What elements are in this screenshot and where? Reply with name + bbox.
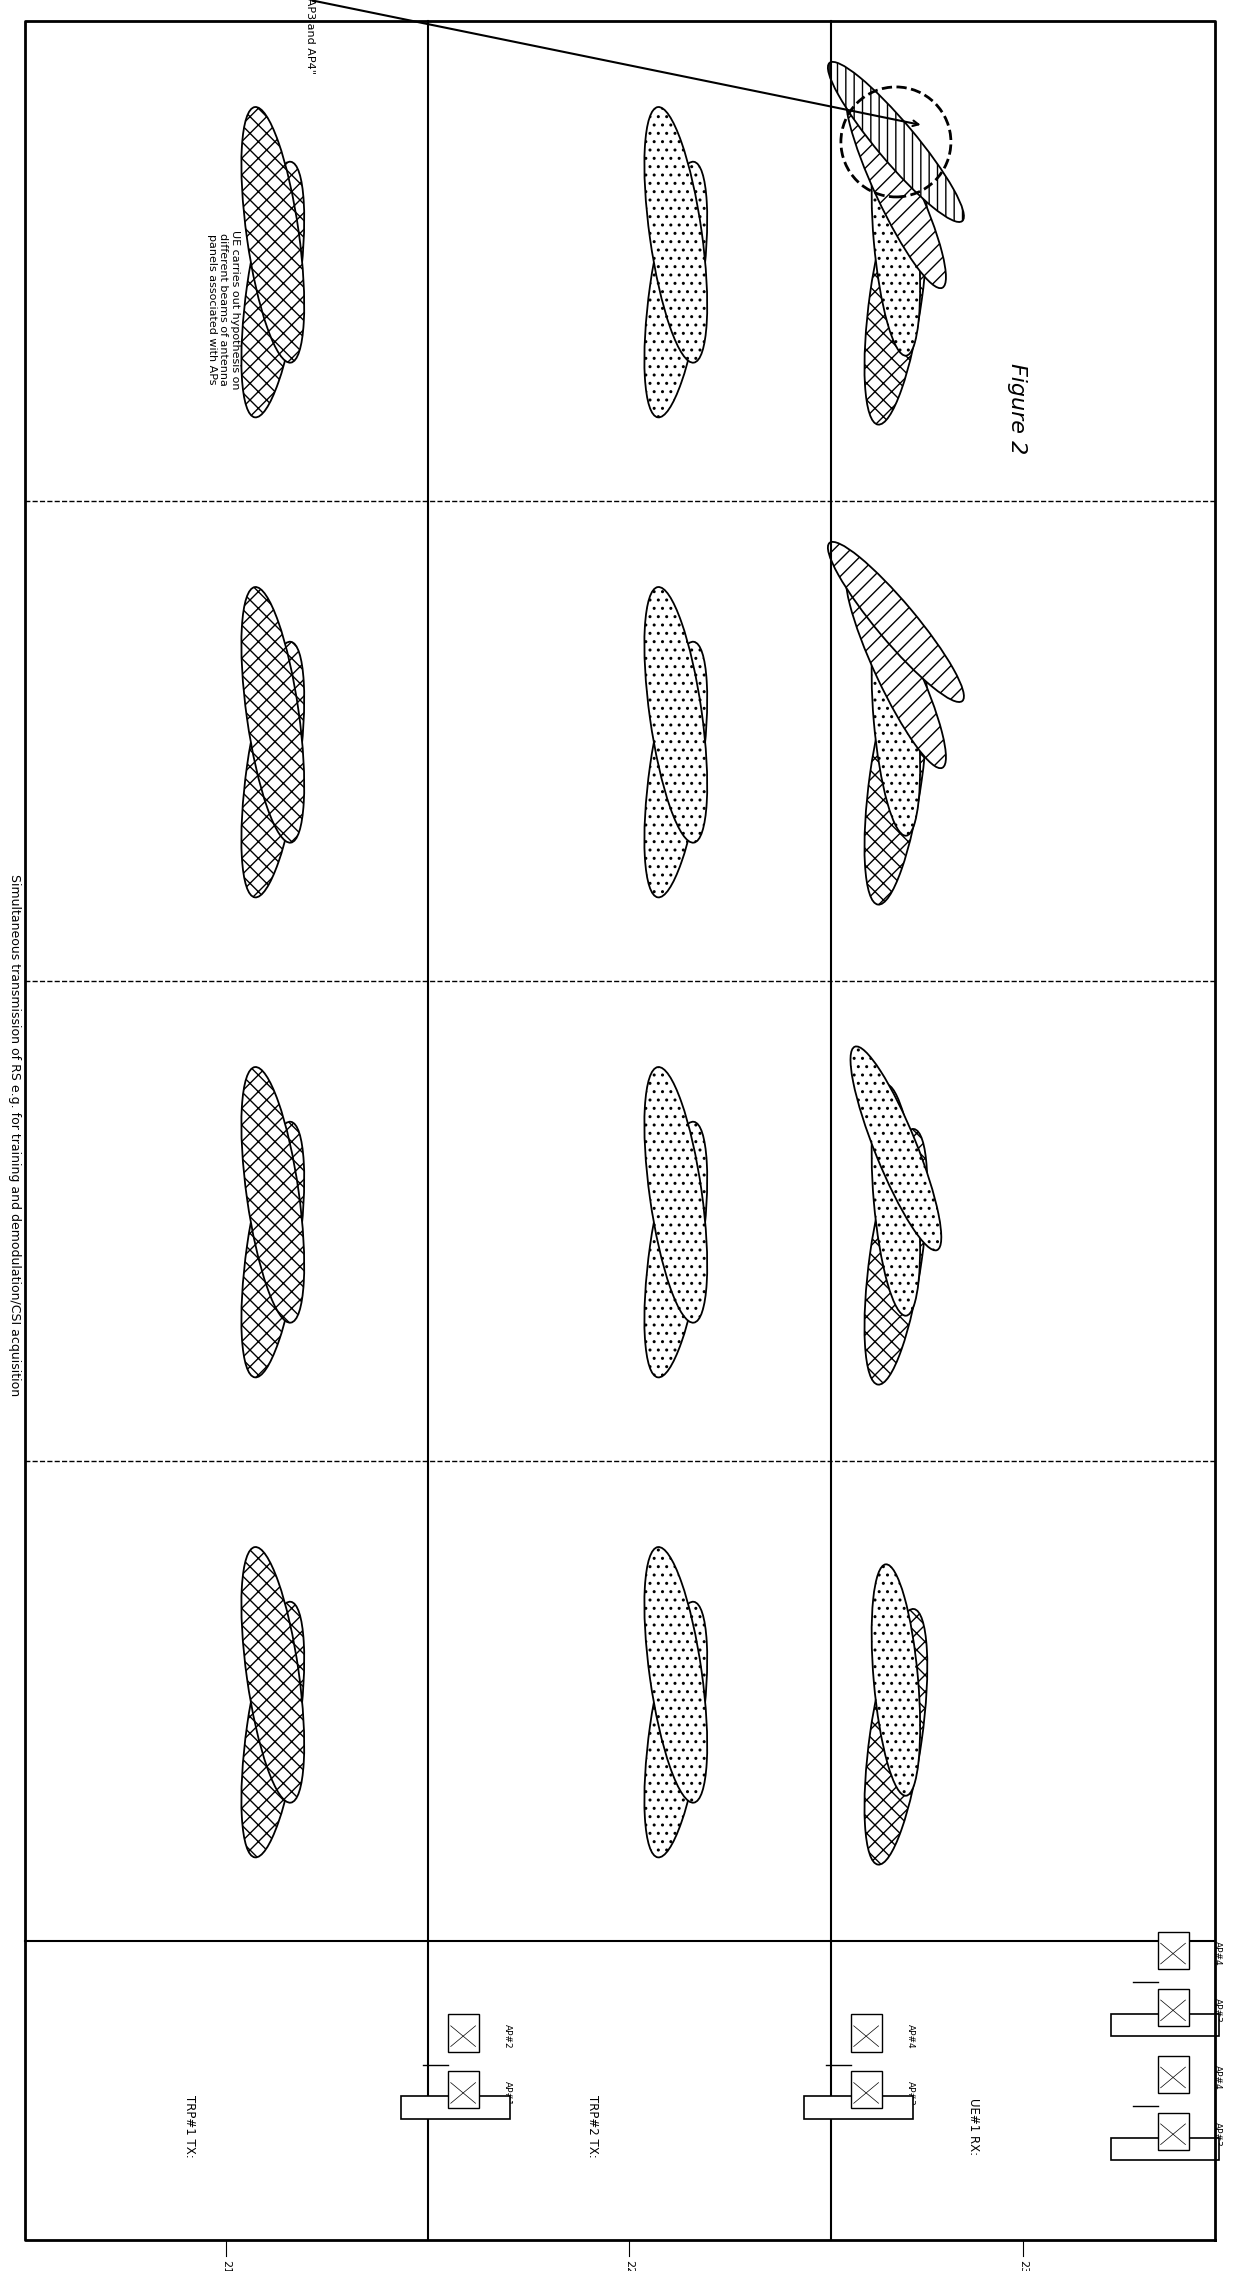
Text: AP#3: AP#3 xyxy=(1213,1998,1223,2023)
Bar xyxy=(1111,2137,1219,2160)
Bar xyxy=(804,2096,913,2119)
Bar xyxy=(851,2014,882,2051)
Ellipse shape xyxy=(242,1122,304,1378)
Ellipse shape xyxy=(846,568,946,768)
Ellipse shape xyxy=(872,1565,920,1796)
Ellipse shape xyxy=(872,125,920,357)
Text: AP#2: AP#2 xyxy=(503,2023,512,2048)
Bar xyxy=(401,2096,510,2119)
Text: TRP#1 TX:: TRP#1 TX: xyxy=(182,2096,196,2157)
Ellipse shape xyxy=(645,1122,707,1378)
Ellipse shape xyxy=(242,1601,304,1858)
Ellipse shape xyxy=(242,586,304,843)
Bar xyxy=(449,2071,479,2107)
Bar xyxy=(1111,2014,1219,2037)
Ellipse shape xyxy=(864,650,928,904)
Text: TRP#2 TX:: TRP#2 TX: xyxy=(585,2096,599,2157)
Ellipse shape xyxy=(645,586,707,843)
Text: 230: 230 xyxy=(1018,2260,1028,2271)
Text: Simultaneous transmission of RS e.g. for training and demodulation/CSI acquisiti: Simultaneous transmission of RS e.g. for… xyxy=(9,874,21,1397)
Text: AP#4: AP#4 xyxy=(1213,1942,1223,1967)
Bar xyxy=(1158,1989,1189,2026)
Ellipse shape xyxy=(242,107,304,363)
Ellipse shape xyxy=(872,1083,920,1315)
Text: 210: 210 xyxy=(221,2260,232,2271)
Ellipse shape xyxy=(828,61,963,223)
Text: AP#4: AP#4 xyxy=(1213,2064,1223,2089)
Text: AP#1: AP#1 xyxy=(503,2080,512,2105)
Ellipse shape xyxy=(242,1067,304,1322)
Bar xyxy=(851,2071,882,2107)
Ellipse shape xyxy=(846,89,946,288)
Bar xyxy=(449,2014,479,2051)
Text: AP#3: AP#3 xyxy=(1213,2121,1223,2146)
Ellipse shape xyxy=(645,107,707,363)
Ellipse shape xyxy=(242,1547,304,1803)
Ellipse shape xyxy=(645,161,707,418)
Ellipse shape xyxy=(828,543,963,702)
Text: "Best RX beam for TRP#2 with AP3 and AP4": "Best RX beam for TRP#2 with AP3 and AP4… xyxy=(305,0,315,75)
Ellipse shape xyxy=(242,161,304,418)
Text: UE#1 RX:: UE#1 RX: xyxy=(967,2098,980,2155)
Ellipse shape xyxy=(872,604,920,836)
Ellipse shape xyxy=(864,1129,928,1385)
Ellipse shape xyxy=(645,1601,707,1858)
Bar xyxy=(1158,2055,1189,2094)
Ellipse shape xyxy=(645,643,707,897)
Text: Figure 2: Figure 2 xyxy=(1007,363,1027,454)
Bar xyxy=(1158,2112,1189,2151)
Text: 220: 220 xyxy=(624,2260,635,2271)
Text: AP#4: AP#4 xyxy=(906,2023,915,2048)
Ellipse shape xyxy=(242,643,304,897)
Text: UE carries out hypothesis on
different beams of antenna
panels associated with A: UE carries out hypothesis on different b… xyxy=(207,229,239,388)
Ellipse shape xyxy=(864,168,928,425)
Text: AP#3: AP#3 xyxy=(906,2080,915,2105)
Ellipse shape xyxy=(645,1547,707,1803)
Bar xyxy=(1158,1933,1189,1969)
Ellipse shape xyxy=(864,1608,928,1864)
Ellipse shape xyxy=(851,1047,941,1251)
Ellipse shape xyxy=(645,1067,707,1322)
